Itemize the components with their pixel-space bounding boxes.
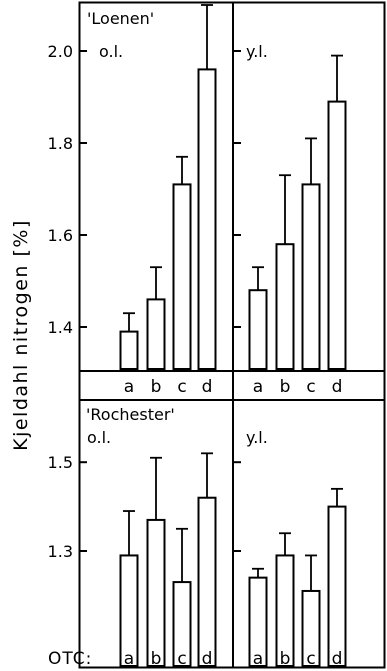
panel-title-rochester: 'Rochester' (86, 405, 175, 424)
panel-title-loenen: 'Loenen' (87, 9, 154, 28)
bar-d (197, 68, 217, 371)
category-label-d: d (202, 649, 213, 669)
category-label-a: a (124, 377, 134, 397)
y-axis-label: Kjeldahl nitrogen [%] (10, 219, 32, 451)
bar-a (248, 289, 268, 371)
y-tick-label: 1.4 (48, 318, 73, 337)
category-label-b: b (151, 649, 162, 669)
y-tick-label: 2.0 (48, 42, 73, 61)
category-label-c: c (177, 377, 186, 397)
category-label-b: b (280, 377, 291, 397)
bar-a (119, 330, 139, 371)
bar-b (146, 518, 166, 667)
panel-subtitle-rochester-ol: o.l. (87, 428, 111, 447)
category-label-d: d (332, 649, 343, 669)
category-label-c: c (177, 649, 186, 669)
category-label-b: b (151, 377, 162, 397)
chart-marks: 1.41.61.82.0a b c d a b c d1.31.5a b c d a b c d (48, 4, 347, 669)
category-label-d: d (202, 377, 213, 397)
panel-subtitle-rochester-yl: y.l. (246, 428, 268, 447)
category-label-b: b (280, 649, 291, 669)
bar-c (301, 183, 321, 370)
bar-d (197, 496, 217, 667)
bar-b (146, 298, 166, 370)
y-tick-label: 1.6 (48, 226, 73, 245)
panel-subtitle-loenen-yl: y.l. (246, 42, 268, 61)
bar-c (172, 183, 192, 370)
category-label-d: d (332, 377, 343, 397)
category-label-c: c (306, 377, 315, 397)
bar-b (275, 243, 295, 370)
y-tick-label: 1.3 (48, 542, 73, 561)
bar-d (327, 100, 347, 370)
bar-d (327, 505, 347, 667)
otc-prefix-label: OTC: (48, 649, 92, 669)
category-label-a: a (124, 649, 134, 669)
y-tick-label: 1.8 (48, 134, 73, 153)
y-tick-label: 1.5 (48, 453, 73, 472)
panel-subtitle-loenen-ol: o.l. (99, 42, 123, 61)
category-label-a: a (253, 649, 263, 669)
category-label-a: a (253, 377, 263, 397)
category-label-c: c (306, 649, 315, 669)
